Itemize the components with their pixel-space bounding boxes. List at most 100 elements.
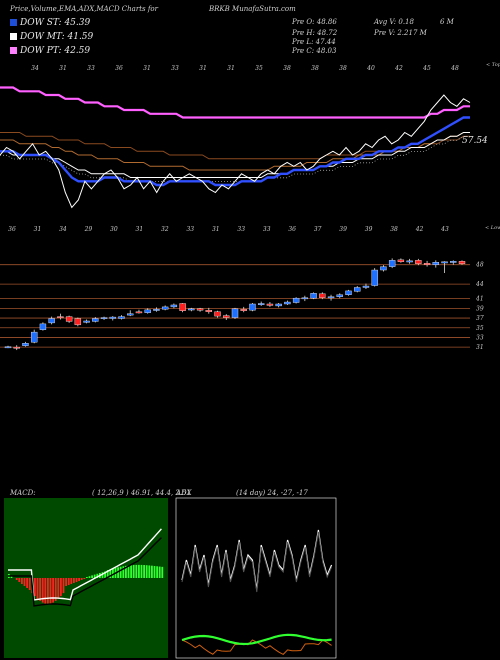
candle-body — [144, 309, 151, 313]
prev-close: Pre C: 48.03 — [292, 47, 337, 55]
top-tick: 48 — [450, 65, 459, 72]
macd-histogram-bar — [151, 565, 153, 578]
candle-body — [450, 261, 457, 263]
macd-histogram-bar — [65, 578, 67, 586]
candle-body — [188, 308, 195, 311]
top-tick: 38 — [283, 65, 291, 72]
bottom-tick: 36 — [8, 226, 16, 233]
top-tick: 38 — [339, 65, 347, 72]
adx-plus-di-line — [181, 633, 332, 646]
candle-body — [57, 316, 64, 318]
dow-mt-swatch — [10, 33, 17, 40]
candle-body — [388, 260, 396, 267]
macd-histogram-bar — [158, 566, 161, 578]
dow-mt: DOW MT: 41.59 — [10, 32, 93, 42]
candle-body — [423, 263, 431, 265]
candle-body — [362, 285, 370, 288]
candle-body — [205, 310, 213, 312]
dow-st: DOW ST: 45.39 — [10, 18, 90, 28]
bottom-tick: 32 — [161, 226, 169, 233]
candle-body — [48, 318, 55, 324]
macd-histogram-bar — [148, 565, 151, 578]
candle-body — [432, 262, 440, 265]
bottom-tick: 39 — [365, 226, 373, 233]
candle-body — [336, 294, 343, 297]
macd-histogram-bar — [34, 578, 36, 597]
adx-values: (14 day) 24, -27, -17 — [236, 489, 308, 497]
candle-body — [118, 316, 125, 319]
chart-title: Price,Volume,EMA,ADX,MACD Charts for — [10, 5, 158, 13]
macd-histogram-bar — [161, 566, 164, 578]
macd-histogram-bar — [122, 566, 125, 578]
candle-body — [170, 304, 178, 308]
macd-histogram-bar — [106, 570, 109, 578]
macd-histogram-bar — [86, 577, 88, 578]
candle-body — [319, 293, 326, 298]
macd-histogram-bar — [75, 578, 78, 582]
candle-body — [127, 313, 134, 316]
macd-histogram-bar — [156, 566, 158, 578]
macd-histogram-bar — [83, 578, 86, 579]
macd-histogram-bar — [88, 576, 91, 578]
macd-histogram-bar — [36, 578, 39, 599]
price-level-label: 35 — [476, 325, 484, 332]
candle-body — [380, 266, 387, 271]
candle-body — [4, 346, 12, 349]
macd-histogram-bar — [127, 565, 130, 578]
bottom-tick: 33 — [237, 226, 245, 233]
candle-body — [223, 315, 230, 318]
candle-body — [406, 260, 413, 263]
bottom-tick: 30 — [110, 226, 118, 233]
candle-body — [135, 311, 143, 314]
adx-shadow-line — [181, 531, 333, 593]
prev-volume: Pre V: 2.217 M — [374, 29, 427, 37]
bottom-tick: 33 — [186, 226, 194, 233]
bottom-tick: 29 — [84, 226, 93, 233]
site-name: MunafaSutra.com — [232, 5, 296, 13]
avg-volume: Avg V: 0.18 — [374, 18, 414, 26]
top-tick: 45 — [422, 65, 431, 72]
bottom-tick: 37 — [314, 226, 322, 233]
top-tick: 33 — [171, 65, 179, 72]
macd-histogram-bar — [93, 574, 96, 578]
series-ema-mid — [0, 132, 470, 178]
top-tick: 40 — [366, 65, 375, 72]
macd-histogram-bar — [125, 565, 127, 578]
candle-body — [275, 303, 282, 307]
bottom-tick: 38 — [390, 226, 398, 233]
macd-histogram-bar — [109, 569, 112, 578]
macd-histogram-bar — [138, 564, 140, 578]
macd-histogram-bar — [10, 576, 13, 578]
candle-body — [153, 309, 160, 311]
candle-body — [371, 269, 378, 286]
candle-body — [345, 290, 352, 295]
macd-histogram-bar — [49, 578, 52, 604]
macd-label: MACD: — [10, 489, 36, 497]
macd-histogram-bar — [130, 565, 132, 578]
macd-histogram-bar — [44, 578, 47, 604]
macd-histogram-bar — [70, 578, 73, 584]
candle-body — [327, 296, 335, 299]
macd-histogram-bar — [62, 578, 65, 594]
candle-body — [65, 316, 73, 322]
candle-body — [415, 260, 422, 264]
candle-body — [231, 308, 239, 318]
bottom-tick: 43 — [440, 226, 449, 233]
macd-histogram-bar — [52, 578, 54, 603]
series-ema-brown2 — [0, 132, 470, 160]
candle-body — [92, 318, 99, 322]
top-tick: 36 — [115, 65, 123, 72]
macd-histogram-bar — [119, 566, 122, 578]
candle-body — [257, 303, 265, 305]
prev-open: Pre O: 48.86 — [292, 18, 337, 26]
macd-histogram-bar — [39, 578, 41, 601]
candle-body — [240, 309, 247, 311]
macd-histogram-bar — [117, 567, 119, 578]
symbol: BRKB — [209, 5, 230, 13]
macd-signal-line — [8, 537, 162, 607]
macd-histogram-bar — [28, 578, 31, 590]
top-tick: 31 — [199, 65, 207, 72]
price-level-label: 39 — [476, 305, 484, 312]
price-level-label: 33 — [476, 334, 484, 341]
price-level-label: 37 — [476, 315, 484, 322]
